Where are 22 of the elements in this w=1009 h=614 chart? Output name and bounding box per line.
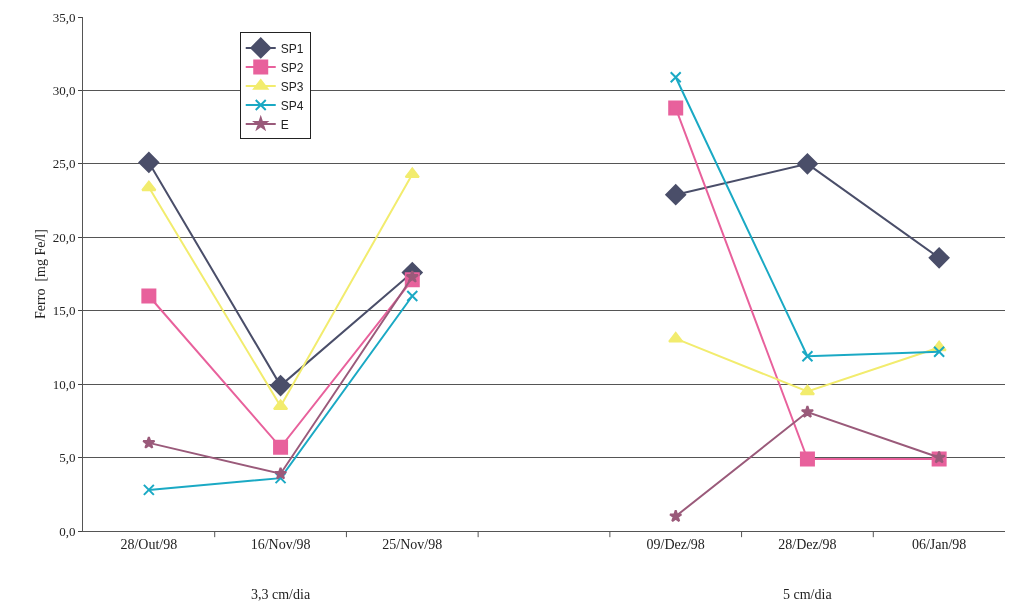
y-tick-label: 0,0 (59, 523, 76, 539)
y-tick-label: 5,0 (59, 450, 76, 466)
y-tick-label: 20,0 (52, 229, 76, 245)
y-tick-label: 30,0 (52, 82, 76, 98)
y-tick-label: 10,0 (52, 376, 76, 392)
y-axis-title: Ferro [mg Fe/l] (33, 229, 48, 319)
y-tick-label: 15,0 (52, 303, 76, 319)
y-tick-label: 25,0 (52, 156, 76, 172)
legend-label: SP2 (280, 60, 304, 75)
x-tick-label: 06/Jan/98 (911, 536, 967, 552)
x-tick-label: 28/Dez/98 (778, 536, 837, 552)
x-tick-label: 16/Nov/98 (250, 536, 311, 552)
x-tick-label: 09/Dez/98 (646, 536, 705, 552)
y-tick-label: 35,0 (52, 9, 76, 25)
text: 3,3 cm/dia (251, 587, 311, 602)
x-tick-label: 25/Nov/98 (382, 536, 443, 552)
legend-label: SP1 (280, 41, 304, 56)
x-tick-label: 28/Out/98 (120, 536, 178, 552)
text: 5 cm/dia (783, 587, 833, 602)
legend-label: SP4 (280, 98, 304, 113)
legend-label: E (280, 117, 289, 132)
legend-label: SP3 (280, 79, 304, 94)
